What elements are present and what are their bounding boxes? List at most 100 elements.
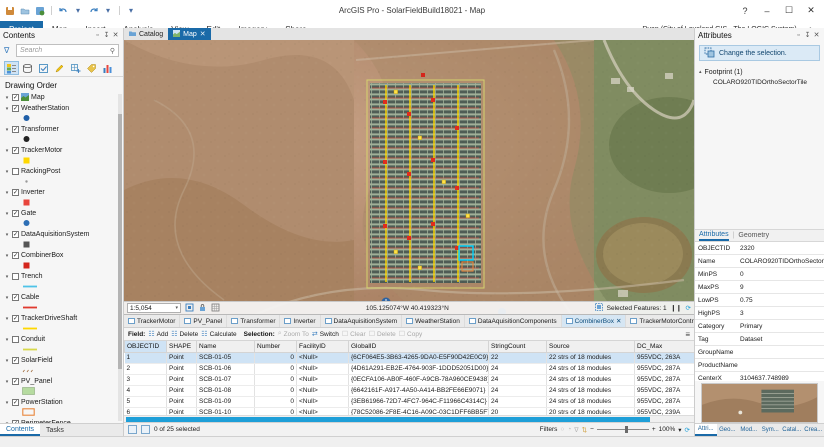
layer-symbol-trench[interactable] xyxy=(4,282,123,292)
cell-source[interactable]: 22 strs of 18 modules xyxy=(546,352,635,364)
expander-icon[interactable]: ▾ xyxy=(5,315,9,322)
dock-tab-mod[interactable]: Mod... xyxy=(740,427,758,433)
layer-row-perimeterfence[interactable]: ▾✓PerimeterFence xyxy=(4,418,123,423)
dock-tab-crea[interactable]: Crea... xyxy=(804,427,823,433)
table-tab-trackermotorcontrolbox[interactable]: TrackerMotorControlBox xyxy=(626,315,694,327)
cell-dc_max[interactable]: 955VDC, 239A xyxy=(634,407,694,415)
close-icon[interactable]: ✕ xyxy=(813,32,820,39)
list-by-drawing-order-icon[interactable] xyxy=(4,61,19,75)
filter-funnel-icon[interactable]: ∇ xyxy=(574,426,579,434)
zoom-in-icon[interactable]: + xyxy=(651,426,656,433)
table-tab-transformer[interactable]: Transformer xyxy=(227,315,281,327)
expander-icon[interactable]: ▾ xyxy=(5,210,9,217)
expander-icon[interactable]: ▾ xyxy=(5,252,9,259)
cell-stringcount[interactable]: 20 xyxy=(488,407,547,415)
attribute-row[interactable]: ProductName xyxy=(695,359,824,372)
column-header-facilityid[interactable]: FacilityID xyxy=(296,341,349,353)
cell-stringcount[interactable]: 24 xyxy=(488,374,547,386)
map-scale-combo[interactable]: 1:5,054 ▾ xyxy=(127,303,181,313)
layer-symbol-cable[interactable] xyxy=(4,303,123,313)
float-icon[interactable]: ▫ xyxy=(96,31,99,39)
list-by-data-source-icon[interactable] xyxy=(20,61,35,75)
cell-facilityid[interactable]: <Null> xyxy=(296,396,349,408)
layer-checkbox[interactable]: ✓ xyxy=(12,189,19,196)
redo-icon[interactable] xyxy=(87,5,99,17)
layer-row-cable[interactable]: ▾ ✓ Cable xyxy=(4,292,123,303)
switch-selection-button[interactable]: ⇄ Switch xyxy=(312,330,339,339)
cell-source[interactable]: 20 strs of 18 modules xyxy=(546,407,635,415)
layer-symbol-weatherstation[interactable] xyxy=(4,114,123,124)
close-icon[interactable]: ✕ xyxy=(112,32,119,39)
layer-row-rackingpost[interactable]: ▾ RackingPost xyxy=(4,166,123,177)
cell-stringcount[interactable]: 24 xyxy=(488,363,547,375)
list-by-charts-icon[interactable] xyxy=(100,61,115,75)
undo-dropdown-icon[interactable]: ▾ xyxy=(75,6,80,15)
attribute-value[interactable]: COLARO920TIDOrthoSectorTile xyxy=(740,257,824,265)
chevron-down-icon[interactable]: ▾ xyxy=(175,305,178,311)
table-tab-combinerbox[interactable]: CombinerBox ✕ xyxy=(561,315,627,327)
tab-tasks[interactable]: Tasks xyxy=(46,426,64,434)
list-view-icon[interactable] xyxy=(141,425,150,434)
attribute-row[interactable]: MaxPS 9 xyxy=(695,281,824,294)
layer-symbol-solarfield[interactable] xyxy=(4,366,123,376)
table-header-row[interactable]: OBJECTID SHAPE Name Number FacilityID GlobalI… xyxy=(124,341,694,353)
table-row[interactable]: 1 Point SCB-01-05 0 <Null> {6CF064E5-3B63-426… xyxy=(124,352,694,364)
cell-number[interactable]: 0 xyxy=(254,396,297,408)
expander-icon[interactable]: ▾ xyxy=(4,421,10,424)
layer-checkbox[interactable]: ✓ xyxy=(12,147,19,154)
list-by-labeling-icon[interactable] xyxy=(84,61,99,75)
list-by-editing-icon[interactable] xyxy=(52,61,67,75)
dock-tab-geo[interactable]: Geo... xyxy=(719,427,736,433)
attribute-row[interactable]: Name COLARO920TIDOrthoSectorTile xyxy=(695,255,824,268)
dock-tab-attri[interactable]: Attri... xyxy=(695,424,717,436)
cell-globalid[interactable]: {78C52086-2F8E-4C16-A09C-03C1DFF6BB5F} xyxy=(348,407,489,415)
layer-symbol-combinerbox[interactable] xyxy=(4,261,123,271)
table-tab-weatherstation[interactable]: WeatherStation xyxy=(402,315,465,327)
layer-checkbox[interactable]: ✓ xyxy=(12,105,19,112)
cell-facilityid[interactable]: <Null> xyxy=(296,363,349,375)
cell-dc_max[interactable]: 955VDC, 287A xyxy=(634,374,694,386)
table-body[interactable]: 1 Point SCB-01-05 0 <Null> {6CF064E5-3B63-426… xyxy=(124,352,694,415)
cell-number[interactable]: 0 xyxy=(254,385,297,397)
layer-checkbox[interactable]: ✓ xyxy=(12,378,19,385)
attribute-row[interactable]: GroupName xyxy=(695,346,824,359)
cell-source[interactable]: 24 strs of 18 modules xyxy=(546,385,635,397)
column-header-dc_max[interactable]: DC_Max xyxy=(634,341,694,353)
layer-row-conduit[interactable]: ▾ Conduit xyxy=(4,334,123,345)
layer-row-powerstation[interactable]: ▾ ✓ PowerStation xyxy=(4,397,123,408)
layer-symbol-transformer[interactable] xyxy=(4,135,123,145)
layer-checkbox[interactable]: ✓ xyxy=(12,315,19,322)
layer-checkbox[interactable] xyxy=(12,168,19,175)
cell-globalid[interactable]: {6CF064E5-3B63-4265-9DA0-E5F90D42E0C9} xyxy=(348,352,489,364)
cell-number[interactable]: 0 xyxy=(254,407,297,415)
zoom-to-button[interactable]: ⌕ Zoom To xyxy=(278,330,309,338)
cell-name[interactable]: SCB-01-09 xyxy=(196,396,255,408)
layer-symbol-inverter[interactable] xyxy=(4,198,123,208)
delete-selection-button[interactable]: ☐ Delete xyxy=(369,330,396,339)
delete-field-button[interactable]: ☷ Delete xyxy=(171,330,198,339)
layer-row-trench[interactable]: ▾ Trench xyxy=(4,271,123,282)
attribute-row[interactable]: CenterX 3104637.748989 xyxy=(695,372,824,382)
table-row[interactable]: 5 Point SCB-01-09 0 <Null> {3EB61966-72D7-4FC… xyxy=(124,396,694,408)
cell-number[interactable]: 0 xyxy=(254,352,297,364)
layer-checkbox[interactable]: ✓ xyxy=(12,252,19,259)
contents-scrollbar[interactable] xyxy=(118,94,122,421)
table-row[interactable]: 2 Point SCB-01-06 0 <Null> {4D61A291-EB2E-476… xyxy=(124,363,694,375)
filter-selection-icon[interactable]: ◔ xyxy=(567,426,572,433)
chevron-down-icon[interactable]: ▾ xyxy=(678,426,682,434)
zoom-out-icon[interactable]: − xyxy=(590,426,594,433)
layer-row-solarfield[interactable]: ▾ ✓ SolarField xyxy=(4,355,123,366)
search-input[interactable]: Search ⚲ xyxy=(16,44,119,57)
save-as-icon[interactable] xyxy=(34,5,46,17)
cell-objectid[interactable]: 2 xyxy=(124,363,167,375)
cell-stringcount[interactable]: 24 xyxy=(488,396,547,408)
cell-name[interactable]: SCB-01-05 xyxy=(196,352,255,364)
cell-globalid[interactable]: {0ECFA106-AB0F-460F-A9CB-78A960CE9438} xyxy=(348,374,489,386)
column-header-globalid[interactable]: GlobalID xyxy=(348,341,489,353)
cell-shape[interactable]: Point xyxy=(166,352,197,364)
column-header-name[interactable]: Name xyxy=(196,341,255,353)
layer-row-combinerbox[interactable]: ▾ ✓ CombinerBox xyxy=(4,250,123,261)
layer-symbol-rackingpost[interactable] xyxy=(4,177,123,187)
layer-checkbox[interactable]: ✓ xyxy=(12,357,19,364)
zoom-slider[interactable] xyxy=(596,426,649,433)
